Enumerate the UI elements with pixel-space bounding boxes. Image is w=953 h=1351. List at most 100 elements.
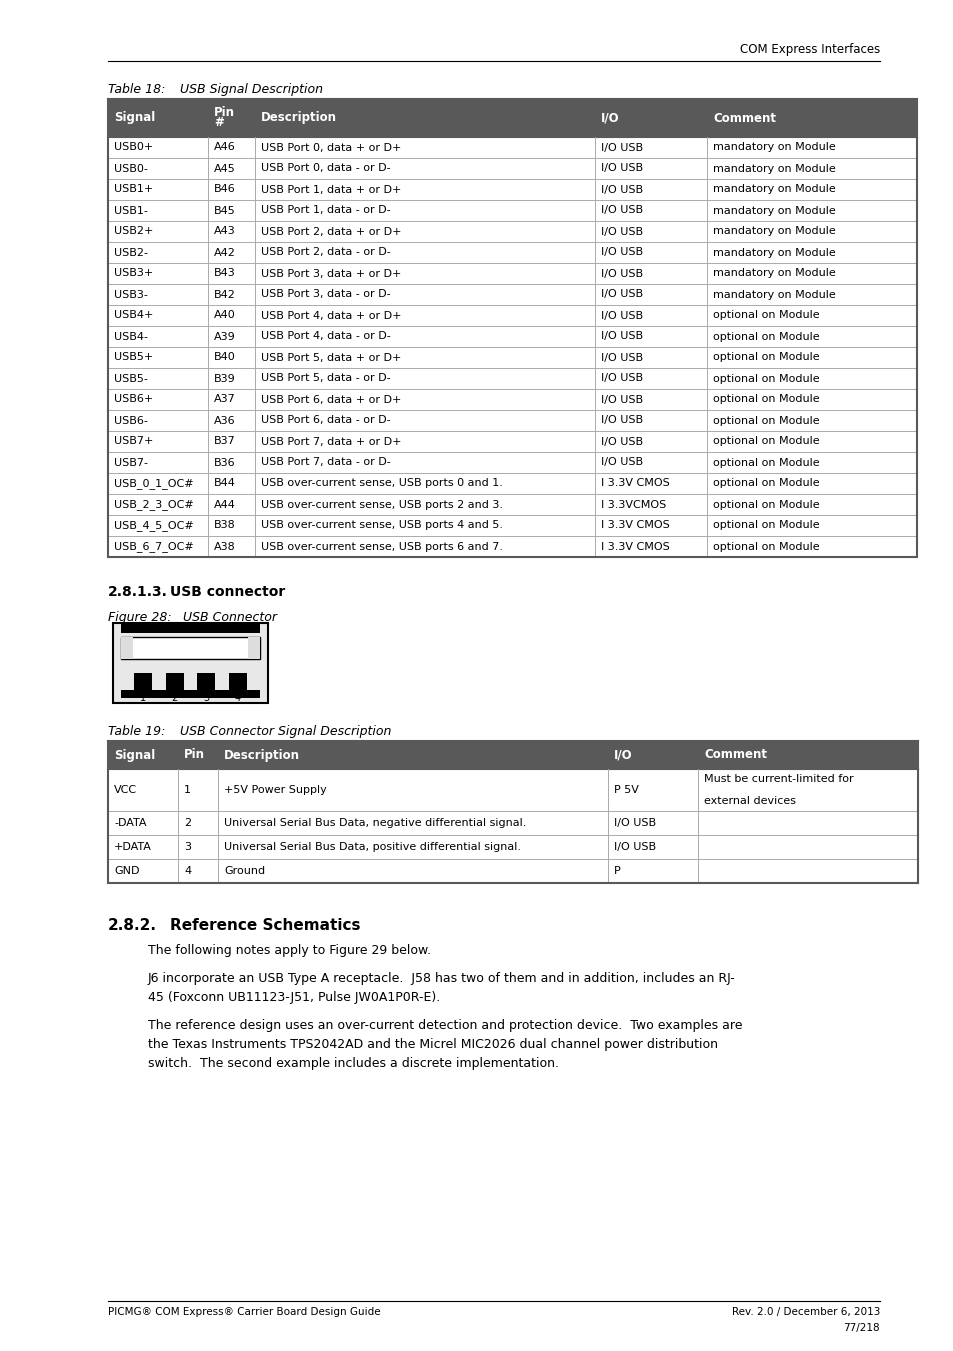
Text: USB_4_5_OC#: USB_4_5_OC# (113, 520, 193, 531)
Text: 3: 3 (184, 842, 191, 852)
Text: I 3.3V CMOS: I 3.3V CMOS (600, 520, 669, 531)
Text: 1: 1 (140, 693, 147, 703)
Text: B43: B43 (213, 269, 235, 278)
Text: The reference design uses an over-current detection and protection device.  Two : The reference design uses an over-curren… (148, 1019, 741, 1032)
Text: The following notes apply to Figure 29 below.: The following notes apply to Figure 29 b… (148, 944, 431, 957)
Text: I 3.3V CMOS: I 3.3V CMOS (600, 478, 669, 489)
Text: Rev. 2.0 / December 6, 2013: Rev. 2.0 / December 6, 2013 (731, 1306, 879, 1317)
Bar (108, 347, 916, 367)
Text: Ground: Ground (224, 866, 265, 875)
Bar (121, 638, 132, 659)
Text: A36: A36 (213, 416, 235, 426)
Text: optional on Module: optional on Module (712, 373, 819, 384)
Text: #: # (213, 116, 224, 130)
Bar (108, 494, 916, 515)
Text: A40: A40 (213, 311, 235, 320)
Text: USB0+: USB0+ (113, 142, 153, 153)
Bar (108, 473, 916, 494)
Text: USB Signal Description: USB Signal Description (180, 82, 323, 96)
Text: B40: B40 (213, 353, 235, 362)
Text: USB Connector Signal Description: USB Connector Signal Description (180, 725, 391, 738)
Text: A38: A38 (213, 542, 235, 551)
Text: A45: A45 (213, 163, 235, 173)
Bar (108, 835, 917, 859)
Text: external devices: external devices (703, 796, 795, 805)
Text: 77/218: 77/218 (842, 1323, 879, 1333)
Text: USB Port 3, data - or D-: USB Port 3, data - or D- (261, 289, 390, 300)
Text: switch.  The second example includes a discrete implementation.: switch. The second example includes a di… (148, 1056, 558, 1070)
Text: P: P (614, 866, 620, 875)
Bar (134, 673, 152, 690)
Text: USB7+: USB7+ (113, 436, 153, 446)
Text: GND: GND (113, 866, 139, 875)
Text: Table 19:: Table 19: (108, 725, 165, 738)
Text: I/O USB: I/O USB (600, 331, 642, 342)
Text: I/O USB: I/O USB (600, 269, 642, 278)
Bar (108, 284, 916, 305)
Text: I/O USB: I/O USB (600, 394, 642, 404)
Text: USB Port 2, data + or D+: USB Port 2, data + or D+ (261, 227, 401, 236)
Bar (108, 136, 916, 158)
Text: USB6+: USB6+ (113, 394, 153, 404)
Text: I/O USB: I/O USB (600, 185, 642, 195)
Bar (197, 673, 215, 690)
Text: I/O USB: I/O USB (600, 416, 642, 426)
Text: 4: 4 (184, 866, 191, 875)
Text: B37: B37 (213, 436, 235, 446)
Text: USB Port 5, data + or D+: USB Port 5, data + or D+ (261, 353, 401, 362)
Text: USB3+: USB3+ (113, 269, 153, 278)
Text: A39: A39 (213, 331, 235, 342)
Bar (108, 326, 916, 347)
Text: USB Port 6, data + or D+: USB Port 6, data + or D+ (261, 394, 401, 404)
Text: USB1-: USB1- (113, 205, 148, 216)
Bar (108, 515, 916, 536)
Text: optional on Module: optional on Module (712, 458, 819, 467)
Bar (229, 673, 246, 690)
Bar (108, 178, 916, 200)
Text: USB Port 4, data - or D-: USB Port 4, data - or D- (261, 331, 391, 342)
Text: I/O USB: I/O USB (614, 842, 656, 852)
Text: USB Port 3, data + or D+: USB Port 3, data + or D+ (261, 269, 401, 278)
Text: I/O: I/O (600, 112, 619, 124)
Text: I/O USB: I/O USB (600, 142, 642, 153)
Text: USB Port 6, data - or D-: USB Port 6, data - or D- (261, 416, 390, 426)
Bar (108, 222, 916, 242)
Text: USB7-: USB7- (113, 458, 148, 467)
Text: +5V Power Supply: +5V Power Supply (224, 785, 327, 794)
Text: A44: A44 (213, 500, 235, 509)
Text: optional on Module: optional on Module (712, 436, 819, 446)
Text: PICMG® COM Express® Carrier Board Design Guide: PICMG® COM Express® Carrier Board Design… (108, 1306, 380, 1317)
Text: mandatory on Module: mandatory on Module (712, 185, 835, 195)
Text: optional on Module: optional on Module (712, 542, 819, 551)
Text: B36: B36 (213, 458, 235, 467)
Bar (108, 200, 916, 222)
Text: USB6-: USB6- (113, 416, 148, 426)
Text: Table 18:: Table 18: (108, 82, 165, 96)
Bar (166, 673, 184, 690)
Text: USB Port 7, data - or D-: USB Port 7, data - or D- (261, 458, 391, 467)
Text: Pin: Pin (213, 107, 234, 119)
Text: COM Express Interfaces: COM Express Interfaces (739, 43, 879, 55)
Text: USB over-current sense, USB ports 0 and 1.: USB over-current sense, USB ports 0 and … (261, 478, 502, 489)
Text: mandatory on Module: mandatory on Module (712, 247, 835, 258)
Text: optional on Module: optional on Module (712, 331, 819, 342)
Bar (121, 638, 260, 659)
Text: mandatory on Module: mandatory on Module (712, 142, 835, 153)
Text: optional on Module: optional on Module (712, 311, 819, 320)
Text: the Texas Instruments TPS2042AD and the Micrel MIC2026 dual channel power distri: the Texas Instruments TPS2042AD and the … (148, 1038, 718, 1051)
Bar (121, 690, 260, 698)
Text: A43: A43 (213, 227, 235, 236)
Text: I/O USB: I/O USB (600, 458, 642, 467)
Text: USB4-: USB4- (113, 331, 148, 342)
Text: +DATA: +DATA (113, 842, 152, 852)
Text: 2.8.2.: 2.8.2. (108, 917, 157, 934)
Text: Description: Description (224, 748, 299, 762)
Text: I/O USB: I/O USB (600, 353, 642, 362)
Bar (108, 740, 917, 769)
Bar (112, 623, 268, 703)
Text: A37: A37 (213, 394, 235, 404)
Text: mandatory on Module: mandatory on Module (712, 163, 835, 173)
Text: USB1+: USB1+ (113, 185, 153, 195)
Text: mandatory on Module: mandatory on Module (712, 227, 835, 236)
Text: Comment: Comment (703, 748, 766, 762)
